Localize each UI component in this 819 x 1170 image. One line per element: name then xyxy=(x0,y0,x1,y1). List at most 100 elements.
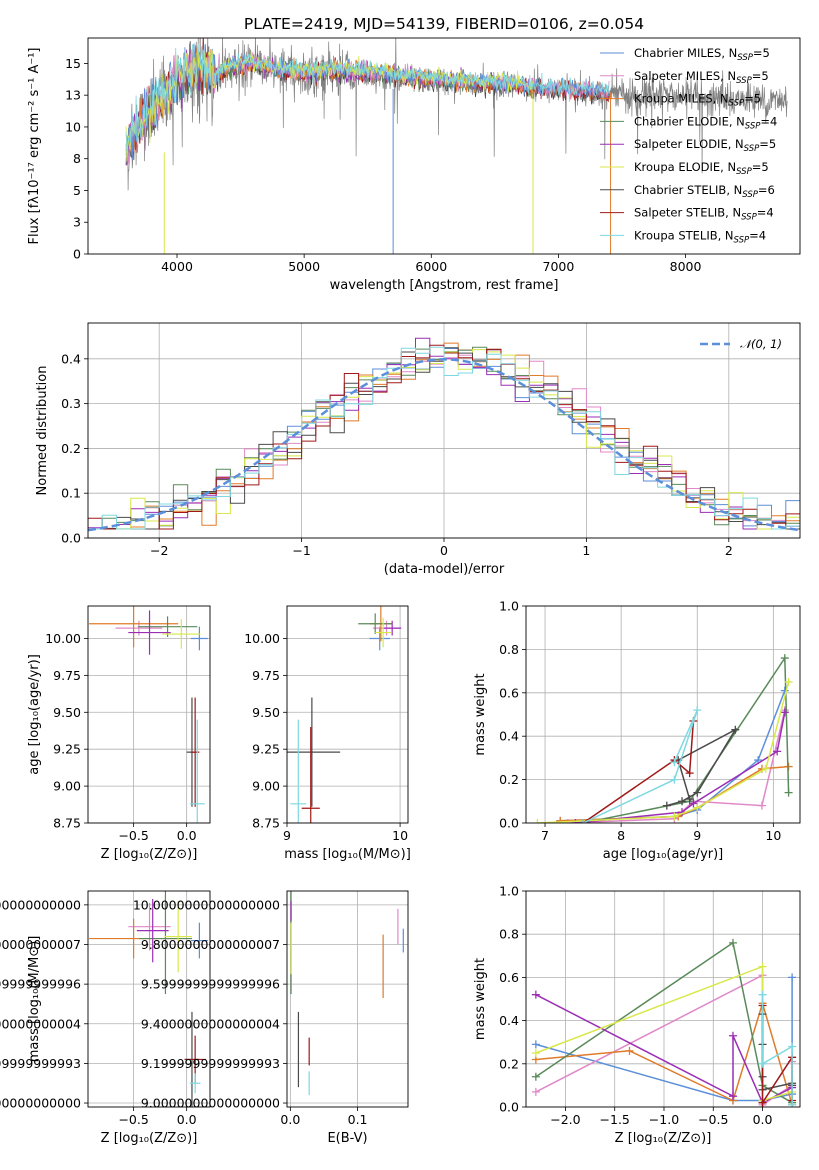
weight-marker xyxy=(728,938,737,947)
x-axis-label: Z [log₁₀(Z/Z⊙)] xyxy=(101,847,198,862)
weight-line xyxy=(582,720,695,823)
x-tick-label: 0.0 xyxy=(753,1112,773,1127)
y-tick-label: 0.0 xyxy=(499,816,519,831)
legend-label: Kroupa MILES, NSSP=5 xyxy=(634,92,761,109)
panel-residuals: −2 −1 0 1 2 0.0 0.1 0.2 0.3 0.4 (data-model)/error… xyxy=(35,322,801,577)
x-tick-label: 0.0 xyxy=(177,828,197,843)
histogram-step-line xyxy=(88,342,800,538)
x-tick-label: 9 xyxy=(283,828,291,843)
weight-vs-z-plot-area xyxy=(526,891,800,1107)
plot-frame xyxy=(87,322,801,539)
plot-frame xyxy=(87,37,801,255)
x-axis-label: Z [log₁₀(Z/Z⊙)] xyxy=(615,1131,712,1146)
errorbar-point xyxy=(162,619,201,649)
x-axis-label: Z [log₁₀(Z/Z⊙)] xyxy=(101,1131,198,1146)
legend-label: Chabrier MILES, NSSP=5 xyxy=(634,46,770,63)
weight-marker xyxy=(556,816,565,823)
x-tick-label: 7000 xyxy=(543,259,575,274)
y-tick-label: 9.25 xyxy=(252,742,280,757)
mass-vs-ebv-plot-area xyxy=(287,891,408,1107)
errorbar-point xyxy=(89,606,179,648)
y-tick-label: 3 xyxy=(73,215,81,230)
y-tick-label: 9.0000000000000000 xyxy=(0,1096,81,1111)
y-tick-label: 5 xyxy=(73,183,81,198)
residuals-plot-area xyxy=(88,323,800,538)
x-tick-label: 0.1 xyxy=(348,1112,368,1127)
y-tick-label: 0.2 xyxy=(61,441,81,456)
panel-weight-vs-age: 7 8 9 10 0.0 0.2 0.4 0.6 0.8 1.0 age [log₁₀(age/yr… xyxy=(473,599,801,862)
errorbar-point xyxy=(301,727,320,823)
y-tick-label: 0.0 xyxy=(61,531,81,546)
y-tick-label: 0.3 xyxy=(61,396,81,411)
mass-vs-z-plot-area xyxy=(88,891,210,1107)
y-tick-label: 0 xyxy=(73,247,81,262)
weight-marker xyxy=(784,788,793,797)
weight-marker xyxy=(731,725,740,734)
x-axis-label: E(B-V) xyxy=(327,1131,367,1146)
weight-line xyxy=(537,681,790,823)
legend-label: Kroupa ELODIE, NSSP=5 xyxy=(634,160,769,177)
y-tick-label: 9.25 xyxy=(53,742,81,757)
y-tick-label: 8.75 xyxy=(252,816,280,831)
y-axis-label: mass weight xyxy=(473,958,488,1040)
x-tick-label: 8000 xyxy=(670,259,702,274)
y-axis-label: Normed distribution xyxy=(35,366,50,496)
y-axis-label: mass weight xyxy=(473,673,488,755)
legend-label: Chabrier ELODIE, NSSP=4 xyxy=(634,114,777,131)
x-tick-label: 2 xyxy=(725,543,733,558)
errorbar-point xyxy=(115,620,163,636)
y-tick-label: 9.1999999999999993 xyxy=(0,1056,81,1071)
errorbar-point xyxy=(190,626,208,651)
plot-frame xyxy=(525,605,801,824)
x-axis-label: (data-model)/error xyxy=(384,562,505,577)
weight-marker xyxy=(678,797,687,806)
errorbar-point xyxy=(136,898,169,963)
y-tick-label: 10.00 xyxy=(244,631,280,646)
y-tick-label: 0.8 xyxy=(499,642,519,657)
x-tick-label: −1.5 xyxy=(600,1112,630,1127)
weight-marker xyxy=(773,747,782,756)
y-tick-label: 0.2 xyxy=(499,772,519,787)
y-tick-label: 15 xyxy=(65,56,81,71)
panel-weight-vs-z: −2.0 −1.5 −1.0 −0.5 0.0 0.0 0.2 0.4 0.6 0.8 1.0 Z [… xyxy=(473,884,801,1146)
x-tick-label: −1 xyxy=(292,543,310,558)
weight-marker xyxy=(780,654,789,663)
spectrum-plot-area xyxy=(125,38,788,254)
errorbar-point xyxy=(190,697,200,807)
y-tick-label: 0.6 xyxy=(499,685,519,700)
x-tick-label: −2 xyxy=(150,543,168,558)
errorbar-point xyxy=(383,620,402,636)
y-tick-label: 10.00 xyxy=(45,631,81,646)
weight-marker xyxy=(531,1072,540,1081)
errorbar-point xyxy=(138,891,192,995)
x-tick-label: 1 xyxy=(582,543,590,558)
y-tick-label: 0.6 xyxy=(499,970,519,985)
x-tick-label: 0.0 xyxy=(280,1112,300,1127)
errorbar-point xyxy=(287,697,341,807)
y-tick-label: 0.4 xyxy=(499,1013,519,1028)
errorbar-point xyxy=(164,900,192,973)
model-spectrum-line xyxy=(125,43,610,151)
x-tick-label: 7 xyxy=(541,828,549,843)
weight-marker xyxy=(571,819,580,823)
weight-marker xyxy=(531,990,540,999)
y-tick-label: 10.0000000000000000 xyxy=(133,897,280,912)
weight-marker xyxy=(784,677,793,686)
errorbar-point xyxy=(369,626,390,651)
weight-line xyxy=(535,941,793,1104)
weight-marker xyxy=(625,1046,634,1055)
age-vs-mass-plot-area xyxy=(287,606,408,823)
x-axis-label: age [log₁₀(age/yr)] xyxy=(603,847,724,862)
y-tick-label: 8 xyxy=(73,151,81,166)
y-tick-label: 1.0 xyxy=(499,599,519,614)
legend-label: Chabrier STELIB, NSSP=6 xyxy=(634,183,775,200)
y-axis-label: mass [log₁₀(M/M⊙)] xyxy=(27,936,42,1063)
y-tick-label: 10 xyxy=(65,119,81,134)
errorbar-point xyxy=(358,613,393,635)
weight-marker xyxy=(758,990,767,999)
weight-marker xyxy=(693,803,702,812)
y-tick-label: 9.00 xyxy=(53,779,81,794)
weight-marker xyxy=(758,962,767,971)
weight-line xyxy=(582,709,699,823)
